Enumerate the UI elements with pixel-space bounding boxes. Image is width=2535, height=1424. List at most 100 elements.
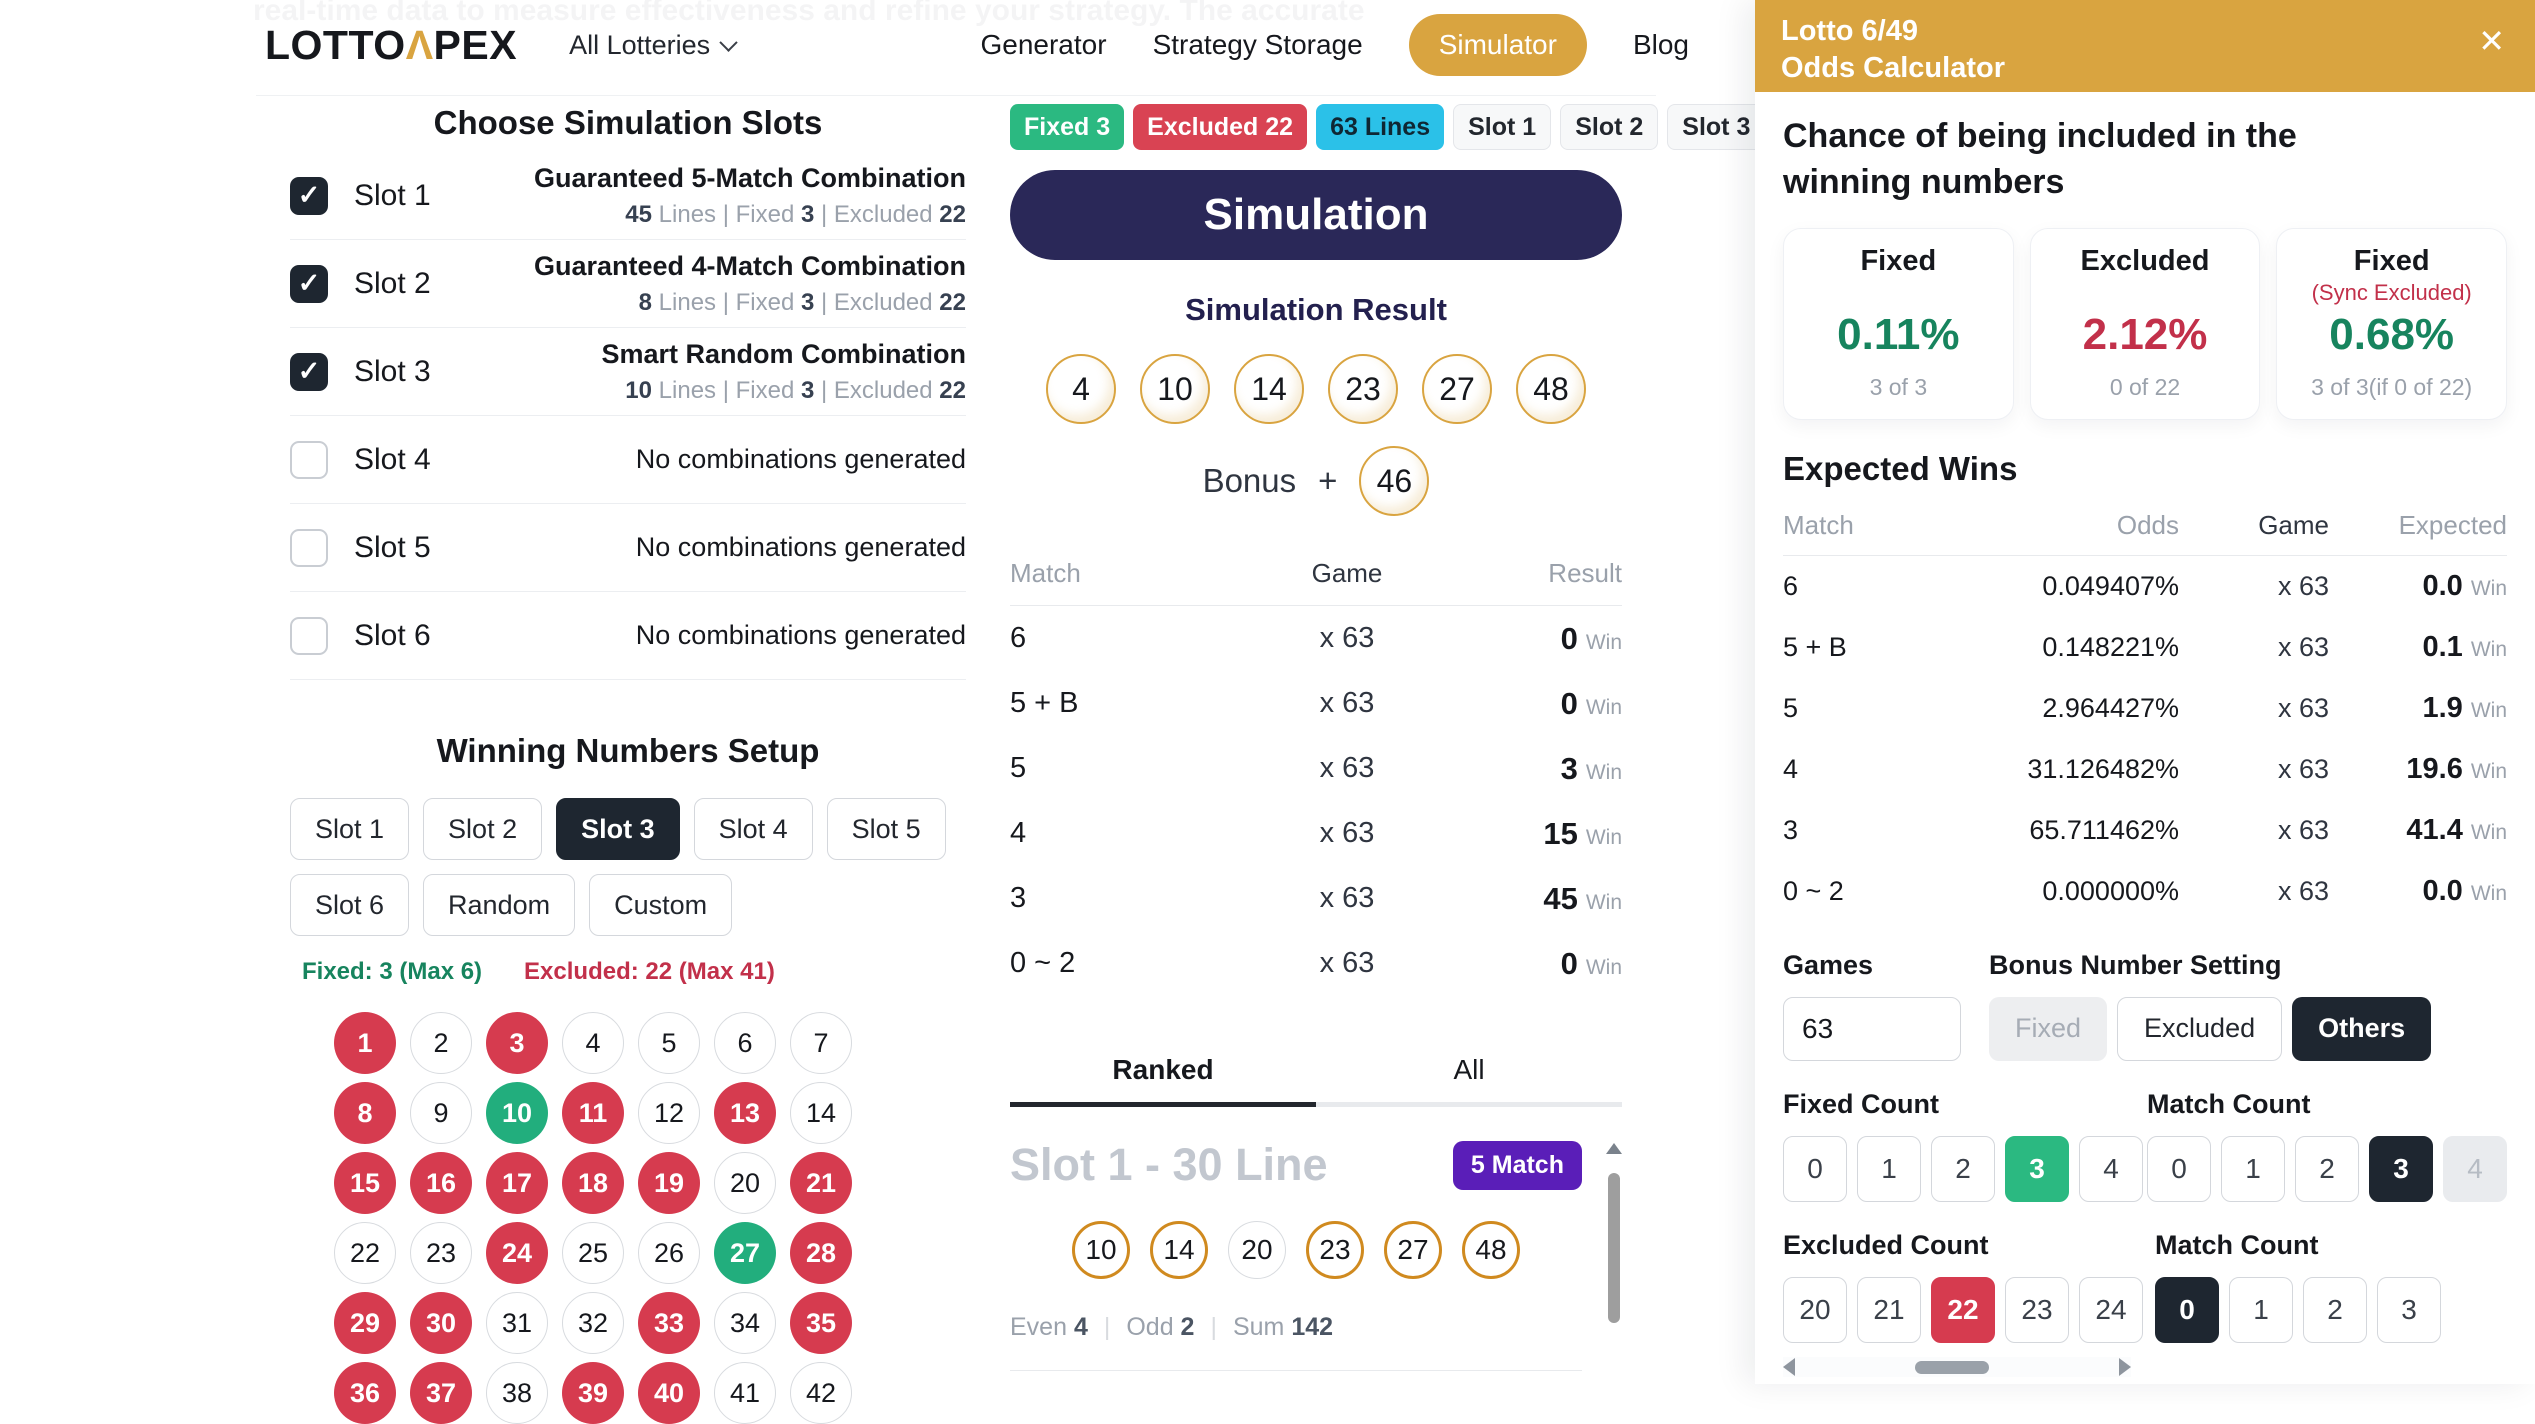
number-39[interactable]: 39 <box>562 1362 624 1424</box>
match-count-option-1[interactable]: 1 <box>2229 1276 2293 1343</box>
nav-link-blog[interactable]: Blog <box>1632 29 1689 60</box>
excluded-count-option-22[interactable]: 22 <box>1931 1276 1995 1343</box>
number-4[interactable]: 4 <box>562 1012 624 1074</box>
match-count-option-2[interactable]: 2 <box>2295 1135 2359 1202</box>
number-35[interactable]: 35 <box>790 1292 852 1354</box>
scroll-left-icon[interactable] <box>1783 1357 1795 1376</box>
number-14[interactable]: 14 <box>790 1082 852 1144</box>
scroll-up-icon[interactable] <box>1606 1143 1622 1154</box>
number-7[interactable]: 7 <box>790 1012 852 1074</box>
number-33[interactable]: 33 <box>638 1292 700 1354</box>
number-5[interactable]: 5 <box>638 1012 700 1074</box>
number-13[interactable]: 13 <box>714 1082 776 1144</box>
slot-row[interactable]: Slot 6 No combinations generated <box>290 592 966 680</box>
scroll-right-icon[interactable] <box>2119 1357 2131 1376</box>
setup-btn-slot-3[interactable]: Slot 3 <box>556 798 680 860</box>
number-36[interactable]: 36 <box>334 1362 396 1424</box>
match-count-option-0[interactable]: 0 <box>2155 1276 2219 1343</box>
simulation-button[interactable]: Simulation <box>1010 170 1622 260</box>
bonus-option-excluded[interactable]: Excluded <box>2117 996 2283 1061</box>
logo[interactable]: LOTTO Λ PEX <box>265 22 517 69</box>
number-19[interactable]: 19 <box>638 1152 700 1214</box>
checkbox[interactable] <box>290 528 328 567</box>
setup-btn-slot-4[interactable]: Slot 4 <box>693 798 813 860</box>
number-37[interactable]: 37 <box>410 1362 472 1424</box>
slot-row[interactable]: ✓ Slot 2 Guaranteed 4-Match Combination 8 L… <box>290 240 966 328</box>
checkbox[interactable]: ✓ <box>290 352 328 391</box>
setup-btn-slot-2[interactable]: Slot 2 <box>423 798 543 860</box>
number-11[interactable]: 11 <box>562 1082 624 1144</box>
number-32[interactable]: 32 <box>562 1292 624 1354</box>
match-count-option-2[interactable]: 2 <box>2303 1276 2367 1343</box>
slot-row[interactable]: ✓ Slot 3 Smart Random Combination 10 Lines … <box>290 328 966 416</box>
tab-all[interactable]: All <box>1316 1054 1622 1107</box>
number-18[interactable]: 18 <box>562 1152 624 1214</box>
slot-row[interactable]: Slot 5 No combinations generated <box>290 504 966 592</box>
fixed-count-option-3[interactable]: 3 <box>2005 1135 2069 1202</box>
number-1[interactable]: 1 <box>334 1012 396 1074</box>
setup-btn-slot-1[interactable]: Slot 1 <box>290 798 410 860</box>
chip-slot-1[interactable]: Slot 1 <box>1453 104 1552 150</box>
number-16[interactable]: 16 <box>410 1152 472 1214</box>
number-3[interactable]: 3 <box>486 1012 548 1074</box>
setup-btn-random[interactable]: Random <box>423 874 576 936</box>
excluded-count-scrollbar[interactable] <box>1783 1356 2131 1377</box>
match-count-option-3[interactable]: 3 <box>2369 1135 2433 1202</box>
fixed-count-option-1[interactable]: 1 <box>1857 1135 1921 1202</box>
number-24[interactable]: 24 <box>486 1222 548 1284</box>
chip-slot-2[interactable]: Slot 2 <box>1560 104 1659 150</box>
number-9[interactable]: 9 <box>410 1082 472 1144</box>
excluded-count-option-21[interactable]: 21 <box>1857 1276 1921 1343</box>
number-25[interactable]: 25 <box>562 1222 624 1284</box>
number-40[interactable]: 40 <box>638 1362 700 1424</box>
number-12[interactable]: 12 <box>638 1082 700 1144</box>
number-23[interactable]: 23 <box>410 1222 472 1284</box>
number-34[interactable]: 34 <box>714 1292 776 1354</box>
nav-link-strategy-storage[interactable]: Strategy Storage <box>1152 29 1363 60</box>
number-21[interactable]: 21 <box>790 1152 852 1214</box>
number-41[interactable]: 41 <box>714 1362 776 1424</box>
number-17[interactable]: 17 <box>486 1152 548 1214</box>
nav-link-generator[interactable]: Generator <box>980 29 1107 60</box>
checkbox[interactable]: ✓ <box>290 176 328 215</box>
number-31[interactable]: 31 <box>486 1292 548 1354</box>
games-input[interactable] <box>1783 996 1961 1061</box>
scrollbar-thumb[interactable] <box>1915 1360 1989 1374</box>
checkbox[interactable]: ✓ <box>290 264 328 303</box>
fixed-count-option-4[interactable]: 4 <box>2079 1135 2143 1202</box>
slot-row[interactable]: ✓ Slot 1 Guaranteed 5-Match Combination 45 … <box>290 152 966 240</box>
match-count-option-3[interactable]: 3 <box>2377 1276 2441 1343</box>
close-icon[interactable]: ✕ <box>2478 23 2505 59</box>
number-22[interactable]: 22 <box>334 1222 396 1284</box>
number-26[interactable]: 26 <box>638 1222 700 1284</box>
nav-link-simulator[interactable]: Simulator <box>1408 14 1587 76</box>
number-30[interactable]: 30 <box>410 1292 472 1354</box>
number-15[interactable]: 15 <box>334 1152 396 1214</box>
number-38[interactable]: 38 <box>486 1362 548 1424</box>
fixed-count-option-2[interactable]: 2 <box>1931 1135 1995 1202</box>
tab-ranked[interactable]: Ranked <box>1010 1054 1316 1107</box>
number-20[interactable]: 20 <box>714 1152 776 1214</box>
match-count-option-0[interactable]: 0 <box>2147 1135 2211 1202</box>
fixed-count-option-0[interactable]: 0 <box>1783 1135 1847 1202</box>
checkbox[interactable] <box>290 440 328 479</box>
excluded-count-option-24[interactable]: 24 <box>2079 1276 2143 1343</box>
number-6[interactable]: 6 <box>714 1012 776 1074</box>
lottery-selector[interactable]: All Lotteries <box>569 30 738 61</box>
number-10[interactable]: 10 <box>486 1082 548 1144</box>
number-27[interactable]: 27 <box>714 1222 776 1284</box>
bonus-option-others[interactable]: Others <box>2292 996 2432 1061</box>
number-42[interactable]: 42 <box>790 1362 852 1424</box>
number-28[interactable]: 28 <box>790 1222 852 1284</box>
chip-slot-3[interactable]: Slot 3 <box>1667 104 1766 150</box>
setup-btn-slot-5[interactable]: Slot 5 <box>826 798 946 860</box>
list-scrollbar[interactable] <box>1606 1143 1622 1387</box>
scrollbar-thumb[interactable] <box>1608 1173 1620 1323</box>
number-2[interactable]: 2 <box>410 1012 472 1074</box>
excluded-count-option-23[interactable]: 23 <box>2005 1276 2069 1343</box>
number-8[interactable]: 8 <box>334 1082 396 1144</box>
excluded-count-option-20[interactable]: 20 <box>1783 1276 1847 1343</box>
checkbox[interactable] <box>290 616 328 655</box>
setup-btn-custom[interactable]: Custom <box>589 874 733 936</box>
setup-btn-slot-6[interactable]: Slot 6 <box>290 874 410 936</box>
